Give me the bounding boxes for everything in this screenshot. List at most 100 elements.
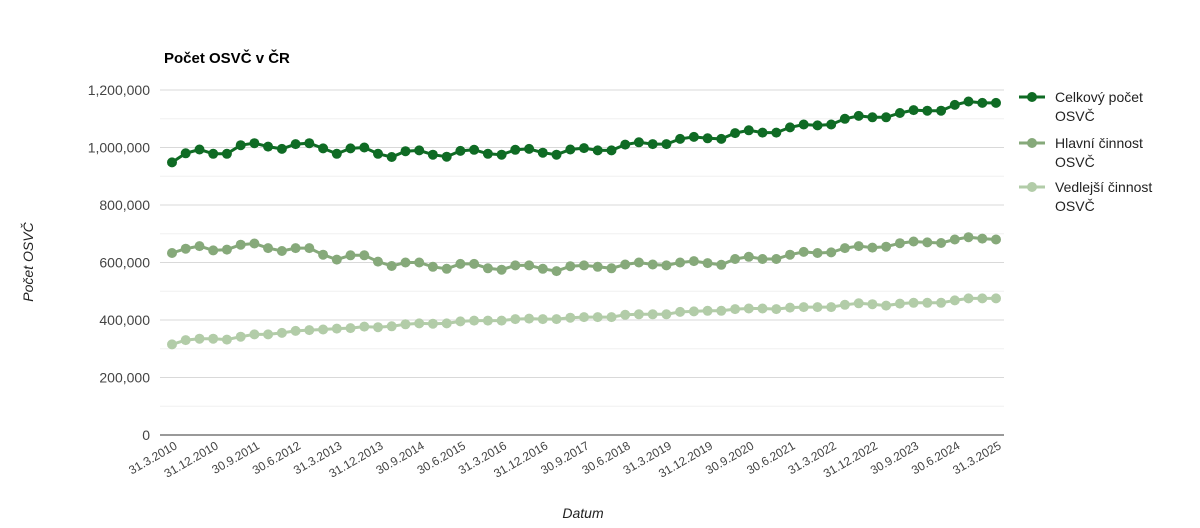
data-point <box>620 139 631 150</box>
data-point <box>194 144 205 155</box>
data-point <box>331 148 342 159</box>
data-point <box>167 157 177 168</box>
data-point <box>221 148 232 159</box>
data-point <box>427 261 438 272</box>
data-point <box>771 254 782 264</box>
x-axis-ticks: 31.3.201031.12.201030.9.201130.6.201231.… <box>126 438 1004 480</box>
data-point <box>839 113 850 124</box>
data-point <box>208 333 219 344</box>
data-point <box>867 112 878 123</box>
data-point <box>359 250 370 261</box>
y-tick-label: 1,000,000 <box>88 140 150 156</box>
data-point <box>221 244 232 255</box>
data-point <box>743 251 754 262</box>
data-point <box>221 334 232 345</box>
data-point <box>867 299 878 310</box>
data-point <box>373 322 383 333</box>
data-point <box>839 299 850 310</box>
data-point <box>826 247 837 258</box>
data-point <box>826 302 837 313</box>
y-axis-ticks: 0 200,000 400,000 600,000 800,000 1,000,000 1,… <box>88 82 151 443</box>
data-point <box>922 237 933 248</box>
data-point <box>496 315 507 326</box>
legend: Celkový počet OSVČ Hlavní činnost OSVČ Vedle… <box>1019 89 1152 214</box>
series-line <box>171 99 996 164</box>
data-point <box>455 258 466 269</box>
data-point <box>963 96 974 107</box>
data-point <box>633 137 644 148</box>
data-point <box>496 264 507 275</box>
data-point <box>524 143 535 154</box>
data-point <box>469 258 480 269</box>
data-point <box>606 312 617 323</box>
data-point <box>345 323 356 334</box>
data-point <box>235 140 246 151</box>
data-point <box>304 325 315 336</box>
data-point <box>249 238 260 249</box>
data-point <box>702 133 713 144</box>
data-point <box>730 128 741 139</box>
data-point <box>620 259 631 270</box>
data-point <box>400 257 411 268</box>
data-point <box>373 256 383 267</box>
data-point <box>537 147 548 158</box>
data-point <box>908 297 919 308</box>
data-point <box>785 122 795 133</box>
data-point <box>579 143 589 154</box>
data-point <box>180 243 191 254</box>
data-point <box>812 302 823 313</box>
data-point <box>757 127 768 138</box>
data-point <box>235 239 246 250</box>
legend-marker <box>1027 92 1037 102</box>
data-point <box>194 241 205 252</box>
data-point <box>688 131 699 142</box>
data-point <box>647 309 658 320</box>
data-point <box>647 259 658 270</box>
data-point <box>936 238 947 248</box>
data-point <box>743 125 754 136</box>
data-point <box>661 139 672 150</box>
data-point <box>290 243 301 254</box>
data-point <box>524 260 535 271</box>
data-point <box>702 258 713 269</box>
y-tick-label: 200,000 <box>99 370 150 386</box>
legend-label: Hlavní činnost OSVČ <box>1055 135 1143 170</box>
data-point <box>839 243 850 254</box>
data-point <box>606 263 617 274</box>
y-tick-label: 800,000 <box>99 197 150 213</box>
legend-label: Celkový počet OSVČ <box>1055 89 1143 124</box>
data-point <box>661 309 672 320</box>
data-point <box>853 298 864 309</box>
data-point <box>537 263 548 274</box>
data-point <box>633 309 644 320</box>
chart-title: Počet OSVČ v ČR <box>164 49 290 67</box>
data-point <box>867 242 878 253</box>
y-tick-label: 600,000 <box>99 255 150 271</box>
data-point <box>496 149 507 160</box>
data-point <box>551 266 562 277</box>
data-point <box>977 97 988 108</box>
data-point <box>565 144 576 155</box>
data-point <box>427 149 438 160</box>
data-point <box>977 293 988 304</box>
data-point <box>414 257 425 268</box>
data-point <box>743 303 754 314</box>
data-point <box>894 108 905 118</box>
data-point <box>812 120 823 131</box>
data-point <box>592 145 603 156</box>
data-point <box>359 321 370 332</box>
y-tick-label: 1,200,000 <box>88 82 150 98</box>
data-point <box>318 143 329 154</box>
data-point <box>318 324 329 335</box>
data-point <box>716 259 727 270</box>
data-point <box>304 138 315 149</box>
data-point <box>633 257 644 268</box>
data-point <box>386 152 397 162</box>
data-point <box>771 304 782 315</box>
data-point <box>812 248 823 258</box>
y-tick-label: 400,000 <box>99 312 150 328</box>
data-point <box>167 248 177 258</box>
data-point <box>345 143 356 154</box>
data-point <box>894 238 905 249</box>
